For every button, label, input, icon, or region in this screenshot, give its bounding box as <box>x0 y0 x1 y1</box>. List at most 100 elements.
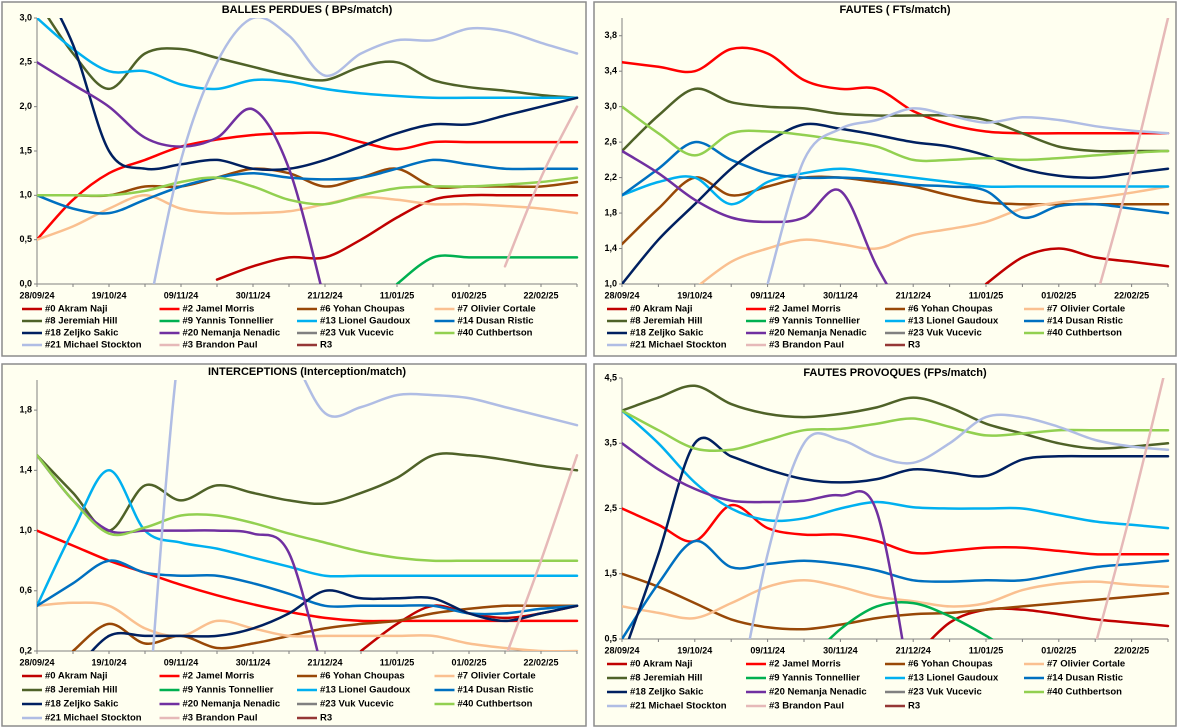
y-tick-label: 3,0 <box>19 12 32 22</box>
legend-label: #7 Olivier Cortale <box>458 304 536 315</box>
legend-label: #40 Cuthbertson <box>1047 687 1122 698</box>
chart-panel: INTERCEPTIONS (Interception/match) 0,2 0,6… <box>1 363 587 727</box>
legend-label: #20 Nemanja Nenadic <box>769 328 867 339</box>
x-tick-label: 11/01/25 <box>380 657 415 667</box>
series-line <box>622 149 889 284</box>
legend-label: #9 Yannis Tonnellier <box>769 673 860 684</box>
series-line <box>929 607 1170 639</box>
legend-label: #2 Jamel Morris <box>183 671 255 682</box>
x-tick-label: 09/11/24 <box>164 290 199 300</box>
series-line <box>37 194 579 241</box>
legend-label: #0 Akram Naji <box>630 659 693 670</box>
x-tick-label: 22/02/25 <box>1114 645 1149 655</box>
series-line <box>622 105 1170 163</box>
x-tick-label: 11/01/25 <box>380 290 415 300</box>
legend-label: #8 Jeremiah Hill <box>630 673 702 684</box>
y-tick-label: 1,0 <box>19 525 32 535</box>
series-group <box>37 18 579 284</box>
legend-label: #6 Yohan Choupas <box>908 304 993 315</box>
series-line <box>766 107 1170 284</box>
y-tick-label: 4,5 <box>604 372 617 382</box>
x-tick-label: 28/09/24 <box>604 645 639 655</box>
legend-label: R3 <box>908 701 920 712</box>
legend-label: #6 Yohan Choupas <box>320 671 405 682</box>
legend-label: #3 Brandon Paul <box>769 701 844 712</box>
y-tick-label: 1,5 <box>19 145 32 155</box>
series-line <box>622 539 1170 639</box>
series-line <box>984 247 1170 284</box>
legend-label: #7 Olivier Cortale <box>458 671 536 682</box>
x-tick-label: 09/11/24 <box>164 657 199 667</box>
series-line <box>37 158 579 215</box>
series-line <box>37 61 322 284</box>
x-tick-label: 09/11/24 <box>750 290 785 300</box>
y-tick-label: 1,8 <box>604 207 617 217</box>
y-tick-label: 0,6 <box>19 585 32 595</box>
series-line <box>627 436 1170 639</box>
y-tick-label: 1,4 <box>604 243 617 253</box>
legend-label: R3 <box>320 713 332 724</box>
series-line <box>37 454 579 563</box>
y-tick-label: 1,5 <box>604 568 617 578</box>
y-tick-label: 2,2 <box>604 172 617 182</box>
chart-panel: FAUTES ( FTs/match) 1,0 1,4 1,8 2,2 2,6 3,0 3,4… <box>593 1 1177 357</box>
x-tick-label: 22/02/25 <box>1114 290 1149 300</box>
legend-label: #21 Michael Stockton <box>630 340 727 351</box>
x-tick-label: 19/10/24 <box>91 657 126 667</box>
y-tick-label: 2,5 <box>604 503 617 513</box>
chart-title: BALLES PERDUES ( BPs/match) <box>222 4 393 16</box>
series-line <box>46 18 579 100</box>
legend-label: #23 Vuk Vucevic <box>908 687 982 698</box>
x-tick-label: 21/12/24 <box>307 290 342 300</box>
y-tick-label: 0,0 <box>19 278 32 288</box>
series-line <box>395 254 579 284</box>
x-tick-label: 21/12/24 <box>896 290 931 300</box>
legend-label: #6 Yohan Choupas <box>320 304 405 315</box>
x-tick-label: 30/11/24 <box>823 645 858 655</box>
y-tick-label: 3,4 <box>604 66 617 76</box>
y-tick-label: 2,0 <box>19 101 32 111</box>
legend-label: #6 Yohan Choupas <box>908 659 993 670</box>
legend-label: #21 Michael Stockton <box>630 701 727 712</box>
x-tick-label: 01/02/25 <box>1041 645 1076 655</box>
legend-label: #23 Vuk Vucevic <box>320 328 394 339</box>
panel-background <box>1 363 587 727</box>
legend-label: #40 Cuthbertson <box>1047 328 1122 339</box>
x-tick-label: 01/02/25 <box>451 290 486 300</box>
series-line <box>622 167 1170 206</box>
legend-label: #9 Yannis Tonnellier <box>769 316 860 327</box>
y-tick-label: 1,0 <box>19 190 32 200</box>
legend-label: #7 Olivier Cortale <box>1047 304 1125 315</box>
legend-label: #14 Dusan Ristic <box>1047 673 1123 684</box>
legend-label: #8 Jeremiah Hill <box>45 685 117 696</box>
legend-label: #18 Zeljko Sakic <box>630 687 703 698</box>
legend-label: #2 Jamel Morris <box>769 304 841 315</box>
series-line <box>503 105 579 268</box>
legend-label: #8 Jeremiah Hill <box>45 316 117 327</box>
legend-label: #3 Brandon Paul <box>769 340 844 351</box>
chart-title: INTERCEPTIONS (Interception/match) <box>208 366 406 378</box>
y-tick-label: 1,4 <box>19 465 32 475</box>
legend-label: #20 Nemanja Nenadic <box>183 699 281 710</box>
legend-label: #13 Lionel Gaudoux <box>320 685 411 696</box>
x-tick-label: 28/09/24 <box>604 290 639 300</box>
legend-label: #3 Brandon Paul <box>183 340 258 351</box>
legend-label: #23 Vuk Vucevic <box>908 328 982 339</box>
series-line <box>37 529 579 623</box>
legend-label: #18 Zeljko Sakic <box>45 699 118 710</box>
legend-label: #14 Dusan Ristic <box>458 685 534 696</box>
series-line <box>59 18 579 172</box>
legend-label: #23 Vuk Vucevic <box>320 699 394 710</box>
legend-label: #2 Jamel Morris <box>769 659 841 670</box>
series-line <box>1095 378 1165 639</box>
series-line <box>827 601 994 639</box>
legend-label: #0 Akram Naji <box>630 304 693 315</box>
x-tick-label: 30/11/24 <box>236 657 271 667</box>
series-line <box>37 18 579 100</box>
series-line <box>71 604 579 651</box>
series-line <box>748 413 1170 639</box>
legend-label: #9 Yannis Tonnellier <box>183 316 274 327</box>
y-tick-label: 1,0 <box>604 278 617 288</box>
series-group <box>622 378 1170 639</box>
